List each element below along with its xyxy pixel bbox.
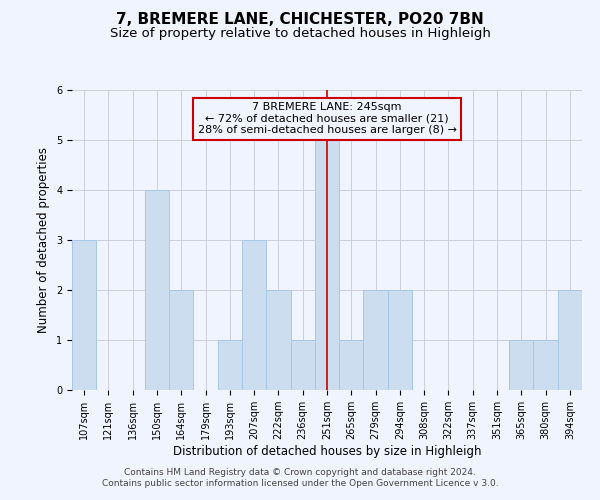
X-axis label: Distribution of detached houses by size in Highleigh: Distribution of detached houses by size … xyxy=(173,445,481,458)
Bar xyxy=(145,190,169,390)
Y-axis label: Number of detached properties: Number of detached properties xyxy=(37,147,50,333)
Text: 7 BREMERE LANE: 245sqm
← 72% of detached houses are smaller (21)
28% of semi-det: 7 BREMERE LANE: 245sqm ← 72% of detached… xyxy=(197,102,457,135)
Bar xyxy=(315,140,339,390)
Text: Contains HM Land Registry data © Crown copyright and database right 2024.
Contai: Contains HM Land Registry data © Crown c… xyxy=(101,468,499,487)
Text: 7, BREMERE LANE, CHICHESTER, PO20 7BN: 7, BREMERE LANE, CHICHESTER, PO20 7BN xyxy=(116,12,484,28)
Bar xyxy=(509,340,533,390)
Bar xyxy=(388,290,412,390)
Bar xyxy=(242,240,266,390)
Bar xyxy=(218,340,242,390)
Text: Size of property relative to detached houses in Highleigh: Size of property relative to detached ho… xyxy=(110,28,490,40)
Bar xyxy=(339,340,364,390)
Bar xyxy=(266,290,290,390)
Bar xyxy=(558,290,582,390)
Bar xyxy=(169,290,193,390)
Bar xyxy=(364,290,388,390)
Bar xyxy=(290,340,315,390)
Bar xyxy=(533,340,558,390)
Bar xyxy=(72,240,96,390)
